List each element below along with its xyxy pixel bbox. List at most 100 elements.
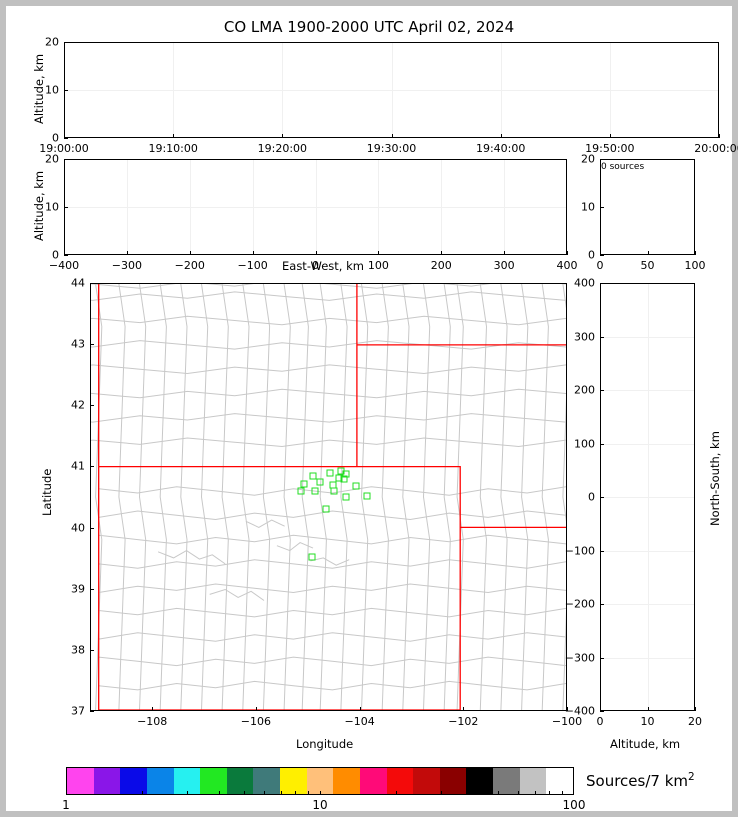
map-boundary-line: [200, 284, 209, 710]
panel-plan-view-map-ytick: [90, 649, 94, 651]
panel-north-south-height-ytick: [600, 336, 604, 338]
colorbar-tick: [320, 791, 321, 795]
panel-source-histogram-xticklabel: 100: [684, 259, 706, 272]
panel-north-south-height-yticklabel: 400: [574, 276, 595, 290]
panel-source-histogram-ytick: [600, 207, 604, 208]
colorbar-segment-3: [146, 768, 174, 794]
map-boundary-line: [91, 340, 566, 350]
map-boundary-line: [301, 284, 309, 710]
panel-source-histogram-xtick: [647, 251, 649, 255]
map-boundary-line: [91, 388, 566, 399]
panel-east-west-height-ytick: [64, 255, 68, 256]
panel-time-height-xtick: [500, 134, 502, 138]
map-boundary-line: [276, 542, 314, 552]
panel-plan-view-map-ytick: [90, 405, 94, 407]
map-boundary-line: [562, 284, 566, 710]
panel-north-south-height-yticklabel: −400: [564, 704, 595, 718]
colorbar-tick: [472, 791, 474, 795]
panel-plan-view-map-xticklabel: −108: [137, 715, 168, 728]
panel-source-histogram-yticklabel: 0: [588, 248, 595, 262]
panel-north-south-height-gridline-h: [601, 657, 694, 659]
panel-source-histogram-ytick: [600, 255, 604, 256]
panel-source-histogram-ytick: [600, 159, 604, 160]
colorbar-label: Sources/7 km2: [586, 771, 695, 790]
colorbar-segment-10: [333, 768, 360, 794]
panel-east-west-height-ytick: [64, 207, 68, 208]
panel-time-height-ytick: [64, 42, 68, 43]
panel-time-height-xtick: [391, 134, 393, 138]
panel-east-west-height-yticklabel: 0: [52, 248, 59, 262]
map-source-marker: [340, 475, 348, 483]
colorbar-segment-5: [200, 768, 227, 794]
map-boundary-line: [98, 534, 566, 545]
colorbar-segment-16: [493, 768, 520, 794]
panel-plan-view-map-xtick: [567, 707, 568, 711]
map-boundary-line: [310, 557, 350, 566]
map-boundary-line: [262, 284, 271, 710]
panel-plan-view-map-yticklabel: 42: [71, 398, 85, 412]
colorbar-ticklabel: 10: [312, 798, 328, 812]
panel-north-south-height-yticklabel: −100: [564, 544, 595, 557]
colorbar-segment-6: [226, 768, 254, 794]
panel-plan-view-map-xticklabel: −106: [240, 715, 272, 728]
panel-plan-view-map-xtick: [359, 707, 361, 711]
panel-north-south-height-ytick: [600, 657, 604, 659]
panel-north-south-height-xticklabel: 10: [640, 715, 655, 728]
map-boundary-line: [500, 284, 508, 710]
panel-east-west-height-xticklabel: −100: [237, 259, 268, 272]
map-boundary-line: [91, 364, 566, 375]
panel-north-south-height-xticklabel: 0: [596, 715, 604, 728]
map-boundary-line: [98, 486, 566, 496]
panel-plan-view-map-yticklabel: 44: [71, 276, 85, 290]
colorbar-tick: [497, 791, 499, 795]
panel-plan-view-map-ytick: [90, 283, 94, 284]
panel-east-west-height-xtick: [567, 251, 568, 255]
colorbar-tick: [218, 791, 220, 795]
map-boundary-line: [98, 680, 566, 691]
panel-time-height-yticklabel: 20: [45, 35, 59, 49]
map-boundary-line: [98, 656, 566, 667]
colorbar-ticklabel: 1: [62, 798, 70, 812]
panel-plan-view-map-yticklabel: 39: [71, 582, 85, 596]
panel-north-south-height-ytick: [600, 443, 604, 445]
colorbar-segment-14: [439, 768, 467, 794]
panel-north-south-height-gridline-h: [601, 497, 694, 498]
panel-plan-view-map-ylabel: Latitude: [40, 468, 54, 516]
panel-east-west-height-ytick: [64, 159, 68, 160]
map-source-markers: [91, 284, 566, 710]
panel-plan-view-map-xtick: [152, 707, 154, 711]
panel-plan-view-map-ytick: [90, 344, 94, 346]
colorbar-tick: [66, 791, 67, 795]
map-boundary-line: [221, 284, 229, 710]
colorbar-tick: [396, 791, 398, 795]
panel-time-height-xtick: [719, 134, 720, 138]
panel-plan-view-map-xticklabel: −102: [448, 715, 479, 728]
panel-north-south-height-yticklabel: −300: [564, 651, 595, 664]
map-boundary-line: [360, 284, 369, 710]
panel-east-west-height-xticklabel: 200: [430, 259, 452, 272]
colorbar-segment-12: [386, 768, 414, 794]
figure-title: CO LMA 1900-2000 UTC April 02, 2024: [223, 18, 515, 36]
panel-east-west-height-xtick: [64, 251, 65, 255]
map-geography: [91, 284, 566, 710]
colorbar-segment-9: [306, 768, 334, 794]
panel-north-south-height-yticklabel: −200: [564, 597, 595, 611]
map-boundary-line: [422, 284, 431, 710]
panel-north-south-height-ytick: [600, 550, 604, 552]
map-source-marker: [326, 469, 333, 477]
panel-time-height-gridline-h: [65, 90, 718, 91]
panel-north-south-height-ytick: [600, 497, 604, 498]
colorbar-tick: [142, 791, 144, 795]
colorbar-tick: [441, 791, 443, 795]
map-boundary-line: [443, 284, 451, 710]
colorbar-segment-11: [359, 768, 387, 794]
panel-east-west-height-xticklabel: 400: [556, 259, 578, 272]
panel-north-south-height-yticklabel: 100: [574, 437, 595, 450]
panel-time-height-xticklabel: 19:00:00: [39, 142, 89, 155]
panel-north-south-height-yticklabel: 200: [574, 383, 595, 397]
panel-north-south-height-ytick: [600, 390, 604, 391]
panel-time-height-ytick: [64, 138, 68, 139]
panel-time-height-xtick: [282, 134, 284, 138]
map-boundary-line: [98, 510, 566, 521]
panel-east-west-height-xtick: [315, 251, 317, 255]
